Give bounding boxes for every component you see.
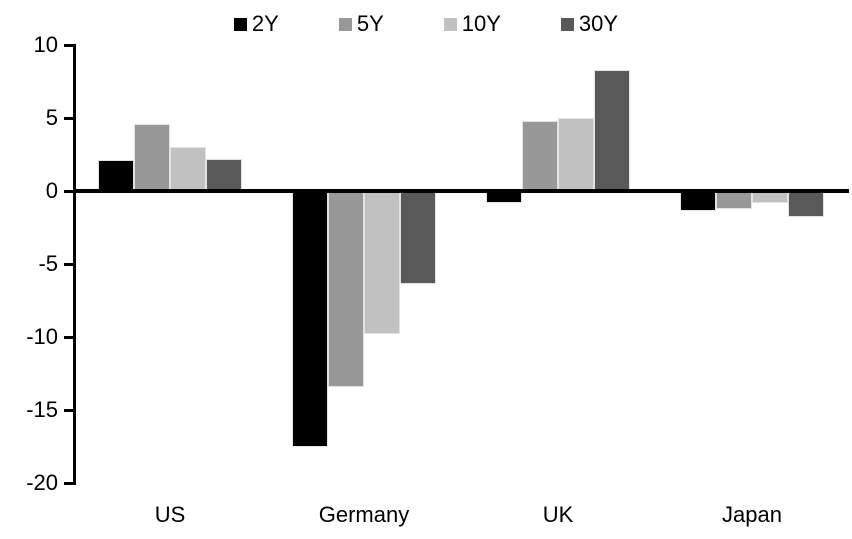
y-tick-label: -5 [38,251,58,276]
bar-germany-2y [292,191,328,447]
bar-germany-5y [328,191,364,387]
bar-us-2y [98,160,134,191]
zero-baseline [73,188,849,193]
bar-us-10y [170,147,206,191]
y-axis-tick [64,335,73,339]
category-label-japan: Japan [722,502,782,527]
bar-uk-5y [522,120,558,191]
legend-label: 2Y [251,11,279,36]
category-label-germany: Germany [318,502,410,527]
bar-us-30y [206,158,242,191]
bar-germany-30y [400,191,436,285]
bar-us-5y [134,123,170,191]
y-tick-label: -15 [26,397,58,422]
bar-japan-2y [680,191,716,212]
y-tick-label: 10 [33,32,58,57]
y-tick-label: 0 [45,178,58,203]
legend-swatch-10y [443,17,457,31]
category-label-us: US [154,502,186,527]
bar-uk-10y [558,118,594,191]
legend-item-2y: 2Y [233,11,279,36]
y-axis-tick [64,43,73,47]
legend-item-10y: 10Y [443,11,501,36]
y-tick-label: 5 [45,105,58,130]
bar-japan-30y [788,191,824,218]
category-label-uk: UK [542,502,574,527]
bar-uk-2y [486,191,522,203]
y-axis-tick [64,481,73,485]
legend-swatch-30y [560,17,574,31]
y-tick-label: -10 [26,324,58,349]
bar-germany-10y [364,191,400,335]
legend-label: 10Y [461,11,501,36]
y-axis-line [73,44,76,485]
y-axis-tick [64,189,73,193]
y-tick-label: -20 [26,470,58,495]
y-axis-tick [64,262,73,266]
y-axis-tick [64,116,73,120]
legend-swatch-2y [233,17,247,31]
legend-item-30y: 30Y [560,11,619,36]
chart-legend: 2Y 5Y 10Y 30Y [0,8,852,40]
y-axis-tick [64,408,73,412]
bar-uk-30y [594,69,630,191]
legend-label: 5Y [356,11,384,36]
legend-item-5y: 5Y [338,11,384,36]
bar-japan-5y [716,191,752,209]
legend-swatch-5y [338,17,352,31]
bar-japan-10y [752,191,788,203]
legend-label: 30Y [578,11,619,36]
